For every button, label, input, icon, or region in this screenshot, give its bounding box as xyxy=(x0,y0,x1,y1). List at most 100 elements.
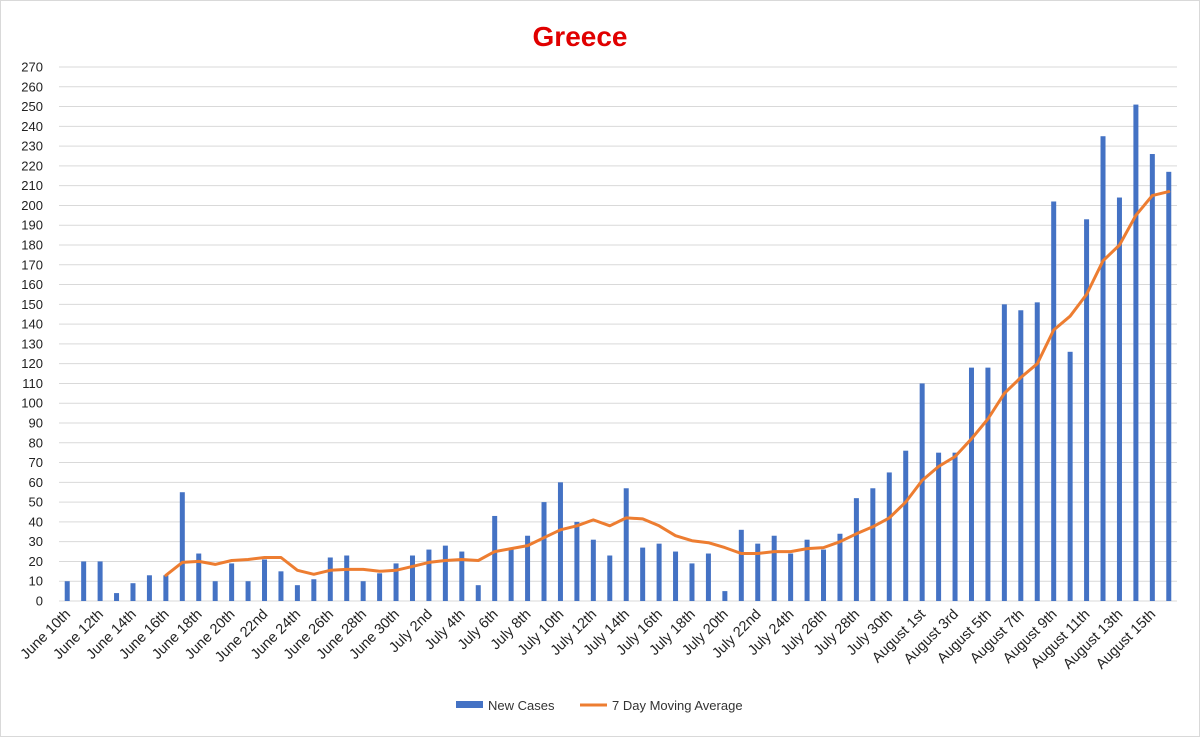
bar-new-cases xyxy=(179,492,185,601)
y-tick-label: 50 xyxy=(29,495,43,510)
bar-new-cases xyxy=(1034,302,1040,601)
y-tick-label: 130 xyxy=(21,336,43,351)
bar-new-cases xyxy=(640,547,646,601)
y-tick-label: 200 xyxy=(21,198,43,213)
bar-new-cases xyxy=(81,561,87,601)
bar-new-cases xyxy=(360,581,366,601)
bar-new-cases xyxy=(64,581,70,601)
bar-new-cases xyxy=(426,549,432,601)
y-tick-label: 100 xyxy=(21,396,43,411)
bar-new-cases xyxy=(311,579,317,601)
y-tick-label: 230 xyxy=(21,139,43,154)
bar-new-cases xyxy=(1166,171,1172,602)
y-tick-label: 150 xyxy=(21,297,43,312)
bar-new-cases xyxy=(788,553,794,601)
bar-new-cases xyxy=(97,561,103,601)
bar-new-cases xyxy=(870,488,876,601)
bar-new-cases xyxy=(409,555,415,601)
bar-new-cases xyxy=(475,585,481,601)
y-tick-label: 80 xyxy=(29,435,43,450)
bar-new-cases xyxy=(771,535,777,601)
bar-new-cases xyxy=(919,383,925,601)
bar-new-cases xyxy=(656,543,662,601)
y-tick-label: 110 xyxy=(22,376,43,391)
bar-new-cases xyxy=(245,581,251,601)
bar-new-cases xyxy=(327,557,333,601)
bar-new-cases xyxy=(853,498,859,601)
bar-new-cases xyxy=(1051,201,1057,601)
bar-new-cases xyxy=(541,502,547,601)
moving-average-line xyxy=(164,190,1171,577)
legend-label-new-cases: New Cases xyxy=(488,698,555,713)
y-tick-label: 260 xyxy=(21,79,43,94)
y-tick-label: 160 xyxy=(21,277,43,292)
bar-new-cases xyxy=(673,551,679,601)
bar-new-cases xyxy=(722,591,728,601)
line-moving-average xyxy=(164,190,1171,577)
y-tick-label: 210 xyxy=(21,178,43,193)
bar-new-cases xyxy=(804,539,810,601)
bar-new-cases xyxy=(952,452,958,601)
bar-new-cases xyxy=(377,573,383,601)
y-tick-label: 120 xyxy=(21,356,43,371)
bar-new-cases xyxy=(574,521,580,601)
bar-new-cases xyxy=(557,482,563,601)
bar-new-cases xyxy=(442,545,448,601)
y-tick-label: 220 xyxy=(21,158,43,173)
legend: New Cases 7 Day Moving Average xyxy=(456,698,743,713)
bar-new-cases xyxy=(1084,219,1090,602)
legend-swatch-new-cases xyxy=(456,701,483,708)
y-tick-label: 240 xyxy=(21,119,43,134)
bar-new-cases xyxy=(278,571,284,601)
bar-new-cases xyxy=(459,551,465,601)
bar-new-cases xyxy=(821,549,827,601)
y-tick-label: 60 xyxy=(29,475,43,490)
bar-new-cases xyxy=(146,575,152,601)
bar-new-cases xyxy=(1116,197,1122,602)
bar-new-cases xyxy=(886,472,892,601)
bar-new-cases xyxy=(294,585,300,601)
bar-new-cases xyxy=(393,563,399,601)
bar-new-cases xyxy=(903,450,909,601)
bar-new-cases xyxy=(738,529,744,601)
bar-new-cases xyxy=(1018,310,1024,601)
bar-new-cases xyxy=(1067,351,1073,601)
bar-new-cases xyxy=(985,367,991,601)
bar-new-cases xyxy=(229,563,235,601)
y-tick-label: 0 xyxy=(36,594,43,609)
bar-new-cases xyxy=(1001,304,1007,601)
bar-new-cases xyxy=(1149,154,1155,601)
y-tick-label: 190 xyxy=(21,218,43,233)
bar-new-cases xyxy=(1100,136,1106,601)
y-tick-label: 270 xyxy=(21,60,43,75)
bar-new-cases xyxy=(968,367,974,601)
bar-new-cases xyxy=(755,543,761,601)
bar-new-cases xyxy=(623,488,629,601)
bar-new-cases xyxy=(936,452,942,601)
bar-new-cases xyxy=(212,581,218,601)
y-tick-label: 90 xyxy=(29,416,43,431)
bar-new-cases xyxy=(114,593,120,601)
y-tick-label: 20 xyxy=(29,554,43,569)
bar-new-cases xyxy=(262,559,268,601)
y-tick-label: 70 xyxy=(29,455,43,470)
bar-new-cases xyxy=(163,575,169,601)
bar-new-cases xyxy=(508,547,514,601)
bar-new-cases xyxy=(130,583,136,601)
bars-new-cases xyxy=(64,104,1172,602)
bar-new-cases xyxy=(196,553,202,601)
y-tick-label: 40 xyxy=(29,514,43,529)
y-axis-ticks: 0 10 20 30 40 50 60 70 80 90 100 110 120 130 140 150 160… xyxy=(21,60,43,609)
y-tick-label: 250 xyxy=(21,99,43,114)
chart-title: Greece xyxy=(532,21,628,52)
y-tick-label: 170 xyxy=(21,257,43,272)
bar-new-cases xyxy=(590,539,596,601)
gridlines xyxy=(59,66,1177,602)
bar-new-cases xyxy=(837,533,843,601)
bar-new-cases xyxy=(705,553,711,601)
y-tick-label: 140 xyxy=(21,317,43,332)
bar-new-cases xyxy=(1133,104,1139,602)
bar-new-cases xyxy=(344,555,350,601)
